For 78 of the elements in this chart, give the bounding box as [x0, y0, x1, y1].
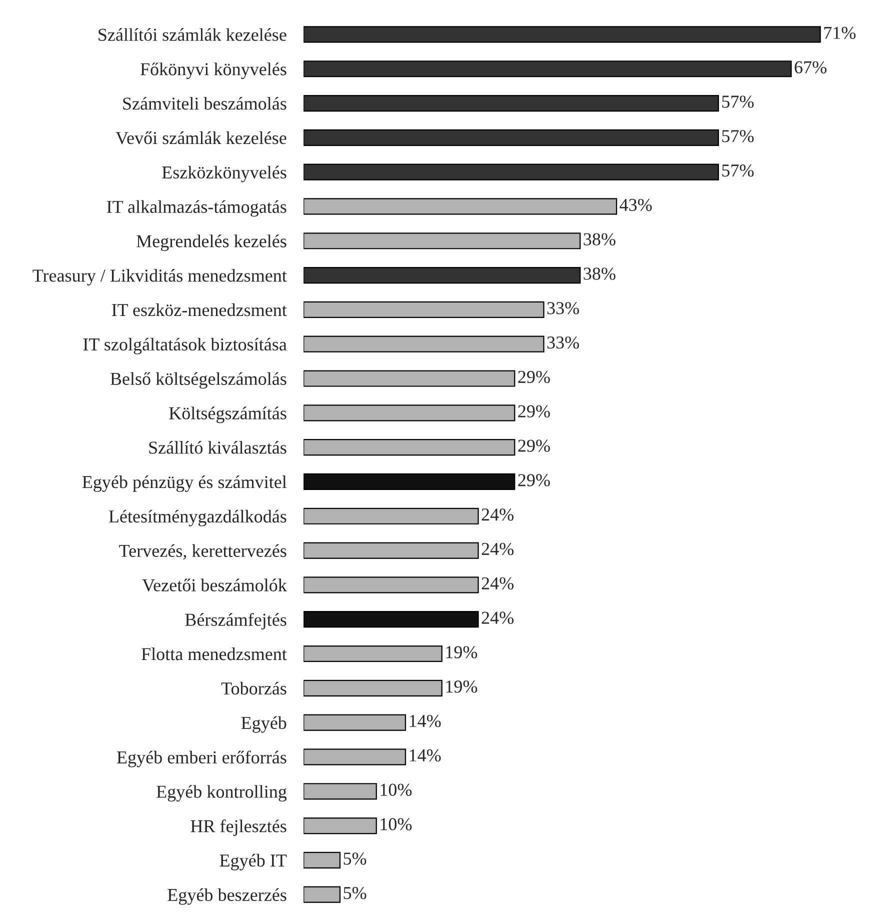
bar — [304, 645, 442, 662]
bar — [304, 852, 341, 868]
y-tick-label: Számviteli beszámolás — [123, 96, 286, 110]
bar — [304, 680, 442, 696]
bar — [304, 714, 406, 731]
y-tick-label: Egyéb — [241, 716, 286, 733]
y-tick-label: Treasury / Likviditás menedzsment — [32, 269, 287, 286]
bar — [304, 164, 719, 180]
bar — [304, 232, 581, 250]
y-tick-label: Vevői számlák kezelése — [116, 131, 286, 144]
data-label: 29% — [518, 405, 550, 418]
data-label: 24% — [482, 542, 514, 556]
y-tick-label: Szállító kiválasztás — [149, 441, 286, 454]
y-tick-label: Költségszámítás — [169, 406, 286, 424]
bar — [304, 473, 516, 490]
y-tick-label: Megrendelés kezelés — [136, 234, 286, 252]
data-label: 24% — [482, 577, 514, 590]
y-tick-label: Egyéb kontrolling — [156, 785, 287, 802]
data-label: 67% — [794, 61, 826, 74]
y-tick-label: Eszközkönyvelés — [162, 166, 286, 182]
data-label: 14% — [410, 749, 441, 762]
y-tick-label: Bérszámfejtés — [185, 612, 286, 630]
data-label: 57% — [722, 130, 754, 142]
bar — [304, 886, 341, 903]
bar — [304, 783, 377, 800]
y-tick-label: Vezetői beszámolók — [142, 578, 287, 592]
data-label: 33% — [547, 302, 580, 314]
bar — [304, 611, 479, 628]
data-label: 19% — [446, 680, 478, 693]
bar — [304, 26, 821, 43]
y-tick-label: Főkönyvi könyvelés — [140, 62, 286, 80]
bar — [304, 817, 377, 834]
data-label: 14% — [410, 714, 441, 728]
y-tick-label: IT alkalmazás-támogatás — [106, 200, 286, 217]
data-label: 24% — [482, 508, 514, 521]
y-tick-label: Flotta menedzsment — [142, 647, 287, 660]
data-label: 10% — [380, 818, 412, 830]
y-tick-label: Toborzás — [221, 682, 286, 695]
y-tick-label: Egyéb beszerzés — [168, 888, 286, 905]
data-label: 19% — [446, 646, 478, 658]
data-label: 5% — [344, 852, 366, 865]
y-tick-label: Létesítménygazdálkodás — [108, 510, 286, 526]
data-label: 5% — [344, 886, 366, 900]
y-tick-label: Egyéb IT — [220, 854, 287, 870]
y-tick-label: IT szolgáltatások biztosítása — [83, 338, 287, 354]
bar — [304, 748, 406, 766]
bar — [304, 542, 479, 559]
y-tick-label: Szállítói számlák kezelése — [98, 28, 286, 41]
data-label: 33% — [547, 336, 580, 349]
y-tick-label: Egyéb emberi erőforrás — [117, 750, 286, 768]
bar — [304, 404, 516, 422]
y-tick-label: Tervezés, kerettervezés — [119, 544, 286, 560]
y-tick-label: IT eszköz-menedzsment — [112, 303, 287, 316]
y-tick-label: HR fejlesztés — [190, 819, 286, 836]
bar — [304, 576, 479, 594]
bar — [304, 94, 719, 112]
data-label: 38% — [584, 268, 616, 280]
data-label: 57% — [722, 96, 754, 108]
data-label: 10% — [380, 784, 412, 796]
data-label: 29% — [518, 474, 550, 486]
bar — [304, 370, 516, 387]
bar — [304, 267, 581, 284]
data-label: 38% — [584, 233, 616, 246]
bar — [304, 198, 618, 215]
data-label: 24% — [482, 612, 514, 624]
bar — [304, 508, 479, 524]
bar — [304, 439, 516, 456]
data-label: 43% — [620, 198, 652, 212]
data-label: 71% — [824, 26, 856, 40]
bar — [304, 129, 719, 146]
y-tick-label: Egyéb pénzügy és számvitel — [82, 475, 287, 492]
bar — [304, 301, 544, 318]
bar — [304, 336, 544, 352]
bar — [304, 60, 792, 78]
data-label: 57% — [722, 164, 754, 177]
data-label: 29% — [518, 370, 550, 384]
data-label: 29% — [518, 440, 550, 452]
y-tick-label: Belső költségelszámolás — [110, 372, 286, 389]
